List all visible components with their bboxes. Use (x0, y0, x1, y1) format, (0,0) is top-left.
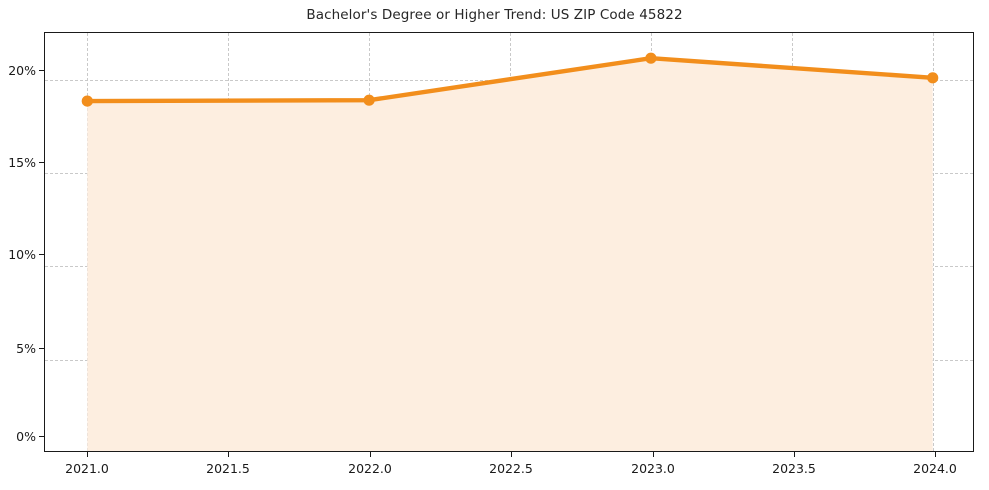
x-tick-mark-0 (87, 452, 88, 457)
y-tick-label-4: 20% (8, 63, 36, 78)
x-tick-label-3: 2022.5 (489, 461, 533, 476)
x-tick-label-5: 2023.5 (772, 461, 816, 476)
y-tick-mark-3 (39, 162, 44, 163)
plot-area (44, 32, 974, 452)
y-tick-label-0: 0% (16, 429, 36, 444)
x-tick-label-2: 2022.0 (348, 461, 392, 476)
series-graphics (81, 52, 939, 451)
x-tick-mark-5 (794, 452, 795, 457)
x-tick-mark-3 (511, 452, 512, 457)
x-tick-label-1: 2021.5 (206, 461, 250, 476)
area-fill (87, 58, 933, 451)
gridline-x-2024-0 (932, 33, 934, 451)
y-tick-mark-1 (39, 348, 44, 349)
y-tick-mark-0 (39, 436, 44, 437)
x-tick-label-6: 2024.0 (913, 461, 957, 476)
x-tick-label-0: 2021.0 (65, 461, 109, 476)
data-point-2022 (363, 94, 375, 106)
x-tick-mark-1 (228, 452, 229, 457)
data-point-2024 (927, 72, 939, 84)
x-tick-mark-6 (935, 452, 936, 457)
chart-title: Bachelor's Degree or Higher Trend: US ZI… (306, 7, 683, 23)
data-point-2023 (645, 52, 657, 64)
trend-line (85, 56, 935, 104)
y-tick-label-1: 5% (16, 341, 36, 356)
x-tick-label-4: 2023.0 (631, 461, 675, 476)
y-tick-mark-2 (39, 254, 44, 255)
plot-inner (45, 33, 973, 451)
y-tick-mark-4 (39, 70, 44, 71)
y-tick-label-2: 10% (8, 247, 36, 262)
data-point-2021 (81, 95, 93, 107)
x-tick-mark-2 (370, 452, 371, 457)
y-tick-label-3: 15% (8, 155, 36, 170)
x-tick-mark-4 (653, 452, 654, 457)
